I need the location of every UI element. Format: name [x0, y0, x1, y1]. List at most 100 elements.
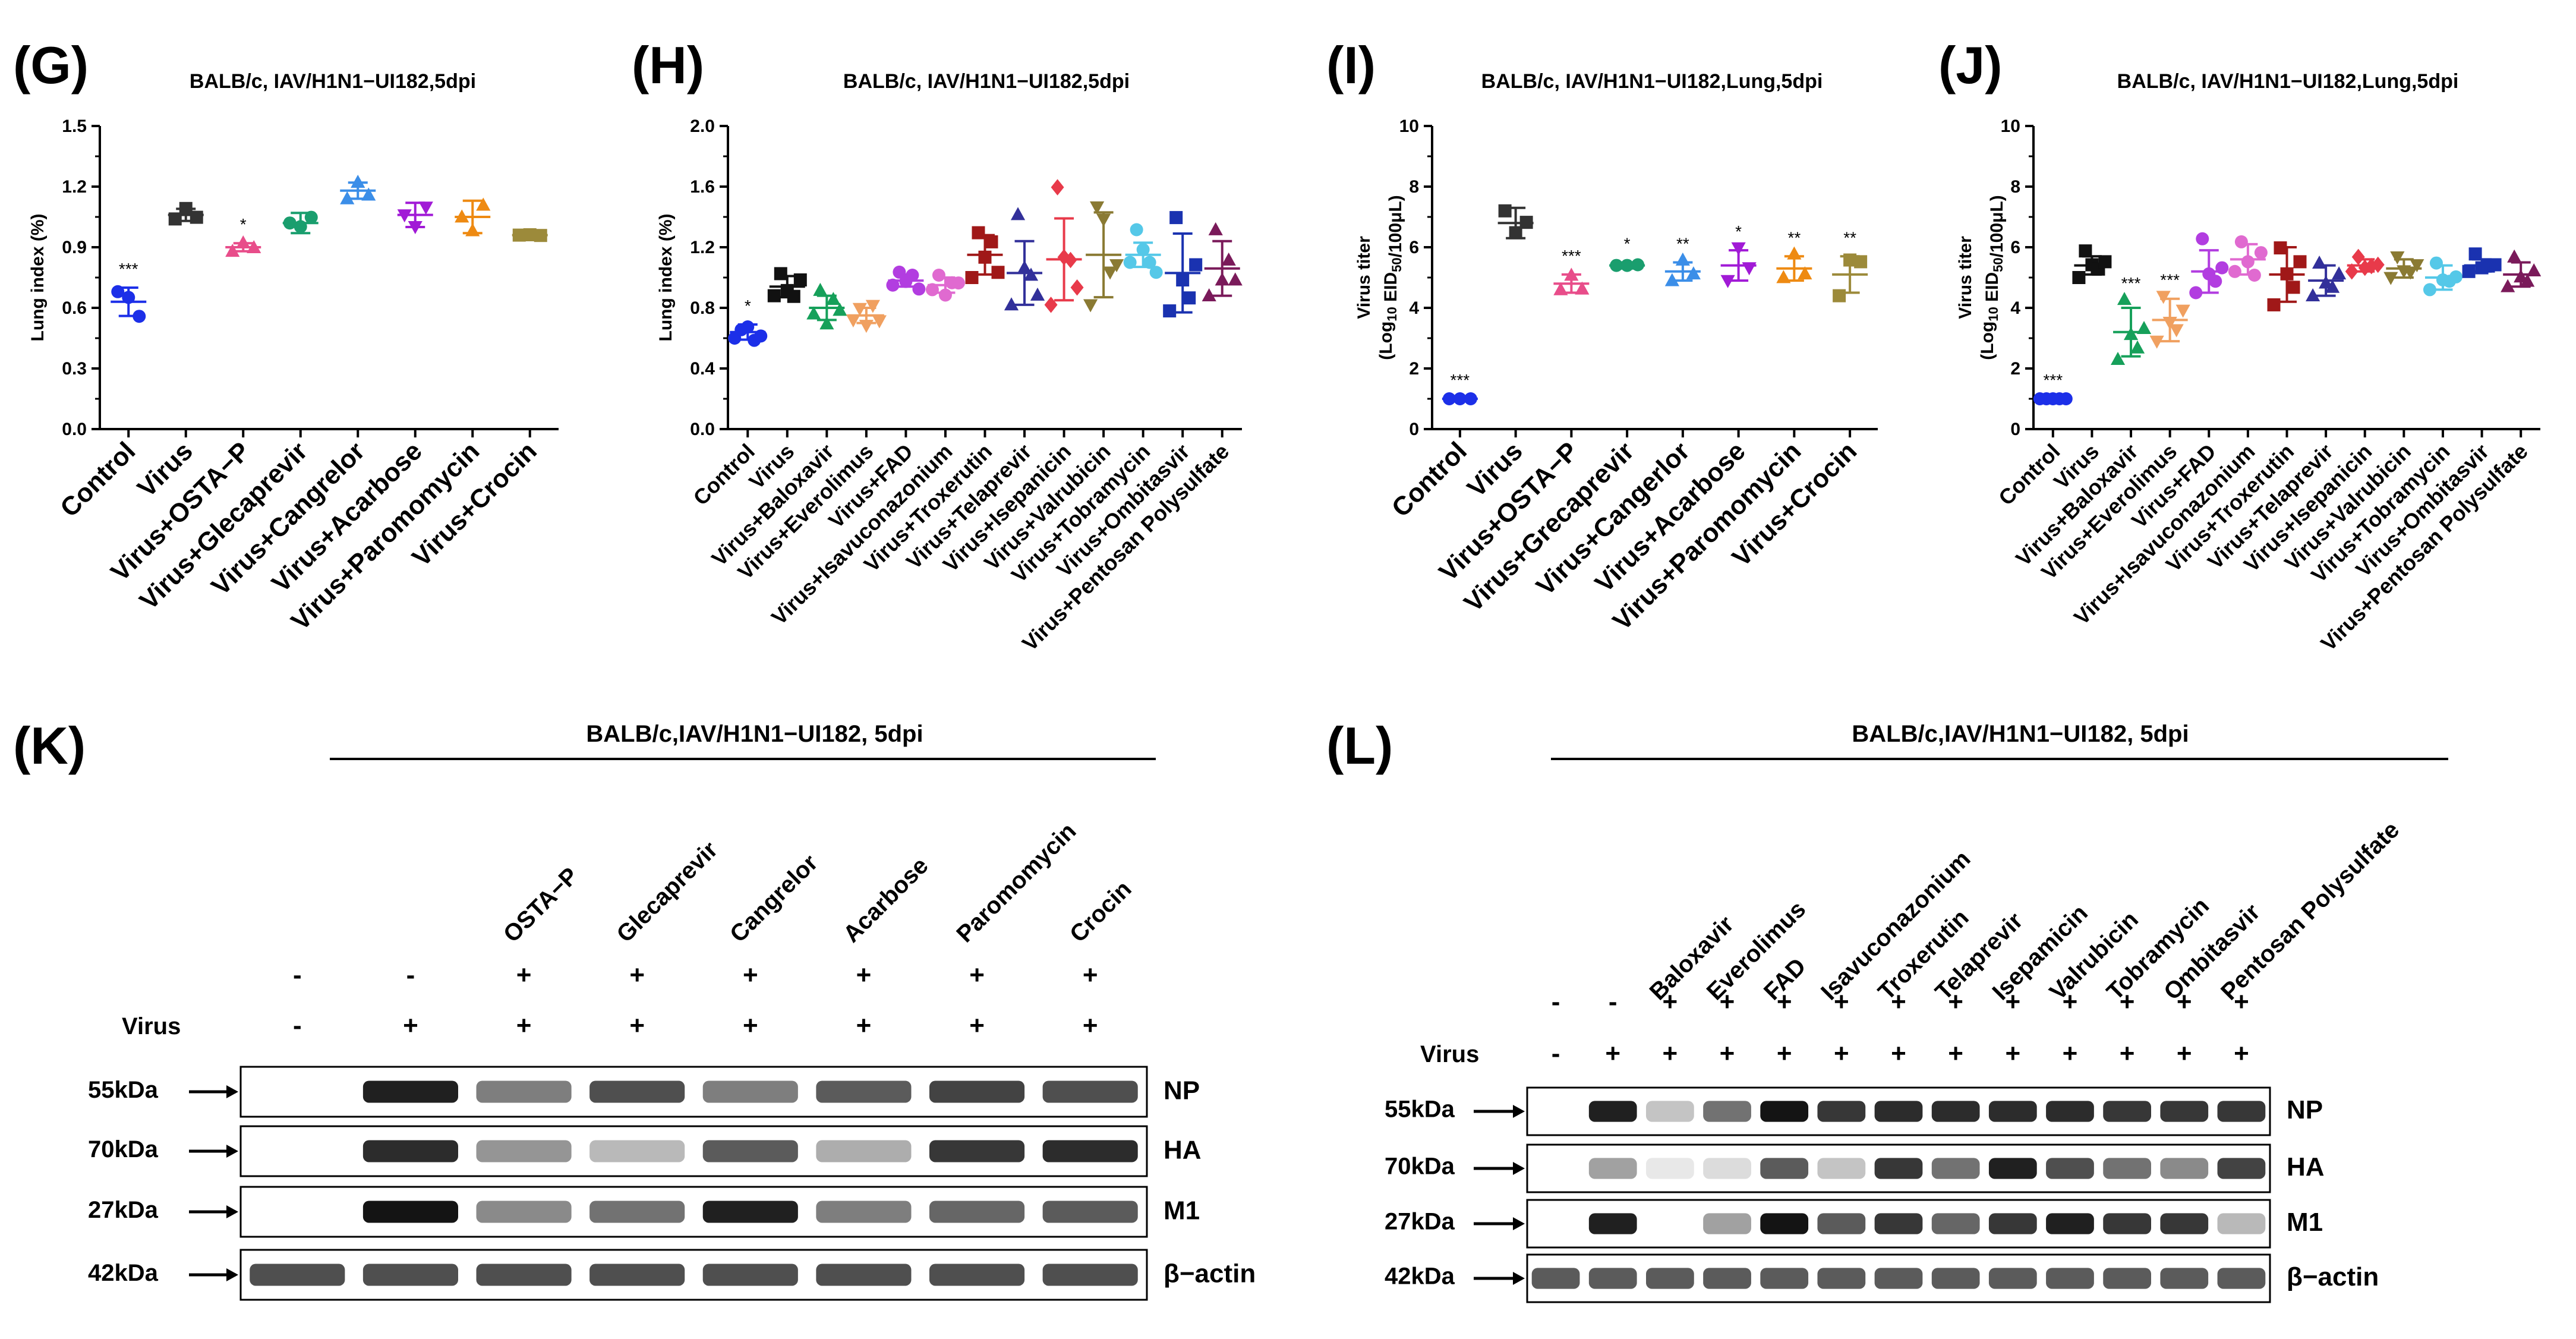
- drug-sign: +: [2177, 987, 2192, 1016]
- band: [1931, 1213, 1980, 1234]
- data-point: [1228, 272, 1243, 286]
- drug-sign: +: [2234, 987, 2249, 1016]
- y-tick-label: 10: [1399, 116, 1419, 136]
- data-point: [1017, 260, 1032, 273]
- virus-sign: +: [743, 1011, 758, 1040]
- scatter-plots: (G) BALB/c, IAV/H1N1−UI182,5dpi 0.0 0.3 0.6 0…: [13, 36, 2542, 656]
- data-point: [991, 266, 1005, 279]
- data-point: [1176, 273, 1190, 286]
- drug-sign: +: [1083, 960, 1098, 990]
- data-point: [2423, 283, 2436, 297]
- band: [816, 1201, 912, 1223]
- y-tick-label: 0.6: [62, 298, 87, 318]
- marker-arrowhead: [226, 1145, 238, 1158]
- data-point: [872, 315, 887, 329]
- data-point: [2130, 340, 2145, 354]
- data-point: [893, 265, 906, 279]
- y-axis-unit: (Log10 EID50/100μL): [1978, 195, 2007, 360]
- drug-sign: +: [1834, 987, 1849, 1016]
- data-point: [972, 226, 985, 240]
- significance-label: ***: [2043, 371, 2063, 389]
- y-tick-label: 8: [2010, 177, 2020, 197]
- y-tick-label: 0.3: [62, 359, 87, 379]
- data-point: [1553, 282, 1568, 295]
- virus-sign: +: [1777, 1039, 1792, 1068]
- data-point: [512, 228, 526, 242]
- data-point: [397, 209, 412, 223]
- kda-marker: 55kDa: [88, 1077, 159, 1103]
- data-point: [1083, 299, 1098, 313]
- data-point: [1453, 392, 1467, 405]
- data-point: [2403, 266, 2418, 280]
- data-point: [2312, 255, 2327, 269]
- significance-label: ***: [119, 260, 138, 278]
- data-point: [1030, 287, 1045, 301]
- band: [702, 1201, 798, 1223]
- data-point: [2332, 266, 2347, 280]
- data-point: [1464, 392, 1477, 405]
- band: [2046, 1158, 2094, 1179]
- data-point: [2274, 241, 2287, 255]
- virus-sign: +: [1720, 1039, 1735, 1068]
- drug-sign: +: [1948, 987, 1963, 1016]
- data-point: [1519, 216, 1533, 229]
- significance-label: *: [1735, 222, 1742, 241]
- significance-label: ***: [2121, 274, 2141, 292]
- data-point: [2247, 269, 2261, 282]
- virus-sign: +: [2063, 1039, 2078, 1068]
- data-point: [523, 228, 537, 241]
- band: [1646, 1268, 1694, 1289]
- band: [2217, 1101, 2266, 1122]
- data-point: [2156, 291, 2171, 304]
- protein-label: NP: [1164, 1076, 1200, 1105]
- band: [2046, 1101, 2094, 1122]
- drug-sign: +: [1663, 987, 1678, 1016]
- y-axis-unit-part: /100μL): [1386, 195, 1405, 257]
- data-point: [304, 210, 318, 224]
- virus-sign: +: [2177, 1039, 2192, 1068]
- y-axis-unit-part: (Log: [1376, 322, 1396, 360]
- protein-label: β−actin: [2287, 1262, 2379, 1291]
- data-point: [852, 303, 867, 316]
- data-point: [534, 229, 547, 242]
- data-point: [2209, 275, 2222, 288]
- data-point: [741, 320, 755, 334]
- lane-drug-label: Crocin: [1065, 876, 1137, 948]
- y-tick-label: 10: [2001, 116, 2020, 136]
- band: [362, 1264, 458, 1286]
- data-point: [985, 235, 998, 248]
- data-point: [1023, 267, 1039, 281]
- data-point: [859, 320, 874, 333]
- band: [1760, 1268, 1809, 1289]
- band: [1874, 1213, 1923, 1234]
- data-point: [1149, 266, 1163, 279]
- band: [1588, 1101, 1637, 1122]
- virus-sign: +: [1891, 1039, 1906, 1068]
- chart-panel-j: (J) BALB/c, IAV/H1N1−UI182,Lung,5dpi 0 2 4 6 8…: [1938, 36, 2542, 656]
- band: [2217, 1158, 2266, 1179]
- band: [702, 1140, 798, 1162]
- data-point: [906, 269, 919, 282]
- data-point: [1854, 255, 1868, 269]
- data-point: [1620, 259, 1634, 272]
- panel-letter: (J): [1938, 36, 2003, 94]
- drug-sign: +: [1891, 987, 1906, 1016]
- data-point: [122, 291, 135, 304]
- band: [1817, 1158, 1866, 1179]
- band: [1988, 1158, 2037, 1179]
- data-point: [1143, 256, 1156, 269]
- data-point: [932, 269, 945, 282]
- band: [1931, 1158, 1980, 1179]
- y-axis-label: Lung index (%): [656, 214, 676, 342]
- marker-arrowhead: [226, 1205, 238, 1218]
- data-point: [2293, 255, 2307, 269]
- virus-sign: +: [1948, 1039, 1963, 1068]
- data-point: [1664, 273, 1679, 286]
- data-point: [938, 288, 952, 302]
- lane-drug-label: Paromomycin: [951, 818, 1081, 947]
- chart-panel-i: (I) BALB/c, IAV/H1N1−UI182,Lung,5dpi 0 2 4 6 8…: [1326, 36, 1878, 636]
- significance-label: ***: [1562, 247, 1581, 265]
- band: [1042, 1201, 1138, 1223]
- y-axis-unit-part: EID: [1381, 272, 1401, 307]
- y-tick-label: 4: [2010, 298, 2020, 318]
